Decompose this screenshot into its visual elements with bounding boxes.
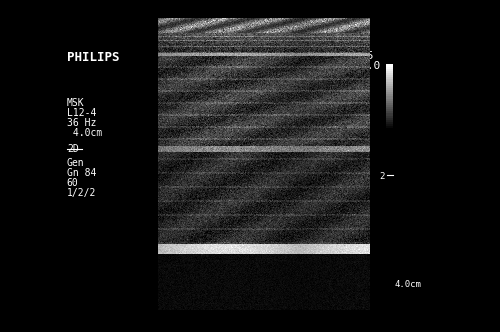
Bar	[386, 126, 392, 128]
Text: 3: 3	[329, 152, 338, 166]
Bar	[386, 122, 392, 124]
Text: 2: 2	[229, 201, 237, 215]
Bar	[386, 75, 392, 77]
Text: P: P	[222, 273, 226, 282]
Bar	[386, 64, 392, 67]
Text: Gen: Gen	[67, 158, 84, 168]
Bar	[386, 67, 392, 69]
Bar	[386, 120, 392, 122]
Text: PHILIPS: PHILIPS	[67, 50, 120, 64]
Text: TIS 0.0: TIS 0.0	[333, 61, 380, 71]
Bar	[386, 71, 392, 73]
Bar	[386, 109, 392, 111]
Bar	[386, 105, 392, 107]
Text: 4.0cm: 4.0cm	[67, 128, 102, 138]
Bar	[386, 96, 392, 99]
Text: 4.0cm: 4.0cm	[395, 280, 422, 289]
Text: G: G	[236, 260, 240, 269]
Text: 4.0: 4.0	[214, 282, 229, 291]
Bar	[386, 114, 392, 116]
Bar	[386, 92, 392, 94]
Text: 1: 1	[239, 139, 248, 153]
Bar	[386, 82, 392, 84]
Bar	[386, 103, 392, 105]
Text: 1/2/2: 1/2/2	[67, 188, 96, 198]
Text: 60: 60	[67, 178, 78, 188]
Bar	[386, 124, 392, 126]
Text: L12-4: L12-4	[67, 108, 96, 119]
Bar	[386, 101, 392, 103]
Bar	[386, 73, 392, 75]
Text: 36 Hz: 36 Hz	[67, 119, 96, 128]
Text: 2D: 2D	[67, 144, 78, 154]
Text: MI 0.5: MI 0.5	[333, 50, 374, 61]
Bar	[386, 99, 392, 101]
Bar	[386, 111, 392, 114]
Text: 2: 2	[380, 172, 385, 181]
Bar	[386, 86, 392, 88]
Bar	[386, 90, 392, 92]
Bar	[386, 77, 392, 79]
Text: Gn 84: Gn 84	[67, 168, 96, 178]
Bar	[386, 118, 392, 120]
Text: MSK: MSK	[67, 98, 84, 108]
Bar	[386, 79, 392, 82]
Bar	[386, 84, 392, 86]
Bar	[386, 116, 392, 118]
Text: P: P	[175, 75, 180, 84]
Text: R: R	[248, 273, 252, 282]
Bar	[386, 69, 392, 71]
Bar	[386, 88, 392, 90]
Bar	[386, 107, 392, 109]
Bar	[386, 94, 392, 96]
Text: 12.0: 12.0	[234, 282, 255, 291]
